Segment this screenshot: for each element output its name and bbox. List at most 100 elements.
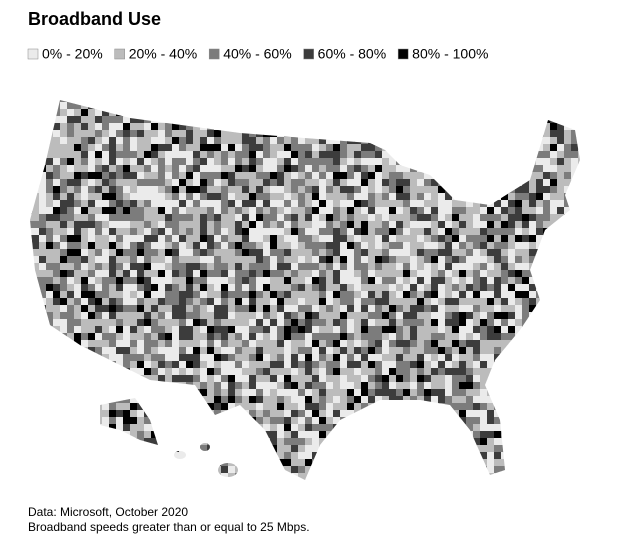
map-cell (347, 480, 354, 487)
map-cell (564, 109, 572, 117)
map-cell (60, 431, 68, 439)
map-cell (158, 354, 166, 362)
map-cell (312, 333, 320, 341)
map-cell (60, 228, 68, 236)
map-cell (410, 256, 418, 264)
map-cell (508, 123, 516, 131)
map-cell (81, 368, 89, 376)
map-cell (277, 431, 285, 439)
map-cell (88, 298, 96, 306)
map-cell (564, 389, 572, 397)
map-cell (81, 100, 89, 103)
map-cell (494, 445, 502, 453)
map-cell (536, 319, 544, 327)
map-cell (522, 270, 530, 278)
map-cell (326, 221, 334, 229)
map-cell (361, 221, 369, 229)
map-cell (438, 130, 446, 138)
map-cell (326, 445, 334, 453)
map-cell (74, 354, 82, 362)
map-cell (46, 130, 54, 138)
map-cell (284, 424, 292, 432)
map-cell (270, 480, 277, 487)
map-cell (46, 151, 54, 159)
map-cell (438, 382, 446, 390)
map-cell (529, 193, 537, 201)
map-cell (249, 172, 257, 180)
map-cell (32, 354, 40, 362)
map-cell (319, 452, 327, 460)
map-cell (123, 158, 131, 166)
map-cell (235, 298, 243, 306)
map-cell (417, 151, 425, 159)
map-cell (396, 284, 404, 292)
map-cell (263, 305, 271, 313)
map-cell (67, 193, 75, 201)
map-cell (172, 165, 180, 173)
map-cell (277, 424, 285, 432)
map-cell (81, 172, 89, 180)
map-cell (480, 242, 488, 250)
map-cell (410, 438, 418, 446)
map-cell (340, 396, 348, 404)
map-cell (585, 179, 592, 186)
map-cell (46, 452, 54, 460)
map-cell (270, 319, 278, 327)
map-cell (417, 403, 425, 411)
map-cell (473, 312, 481, 320)
map-cell (256, 445, 264, 453)
map-cell (130, 116, 138, 124)
map-cell (277, 242, 285, 250)
map-cell (508, 228, 516, 236)
map-cell (242, 214, 250, 222)
map-cell (340, 410, 348, 418)
map-cell (270, 214, 278, 222)
map-cell (130, 319, 138, 327)
map-cell (522, 263, 530, 271)
map-cell (109, 473, 117, 480)
map-cell (487, 347, 495, 355)
map-cell (207, 137, 215, 145)
map-cell (403, 172, 411, 180)
map-cell (375, 151, 383, 159)
map-cell (221, 424, 229, 432)
map-cell (284, 235, 292, 243)
map-cell (326, 277, 334, 285)
map-cell (95, 424, 103, 432)
map-cell (312, 277, 320, 285)
map-cell (410, 284, 418, 292)
map-cell (361, 403, 369, 411)
map-cell (46, 382, 54, 390)
map-cell (438, 249, 446, 257)
map-cell (375, 466, 383, 474)
map-cell (200, 165, 208, 173)
map-cell (88, 382, 96, 390)
map-cell (228, 382, 236, 390)
map-cell (193, 186, 201, 194)
map-cell (585, 340, 592, 347)
map-cell (361, 137, 369, 145)
map-cell (130, 340, 138, 348)
map-cell (228, 214, 236, 222)
map-cell (235, 459, 243, 467)
map-cell (242, 340, 250, 348)
map-cell (536, 277, 544, 285)
map-cell (536, 480, 543, 487)
map-cell (340, 347, 348, 355)
map-cell (585, 172, 592, 179)
map-cell (459, 242, 467, 250)
map-cell (81, 144, 89, 152)
map-cell (508, 368, 516, 376)
map-cell (361, 396, 369, 404)
map-cell (487, 431, 495, 439)
map-cell (564, 382, 572, 390)
map-cell (543, 305, 551, 313)
map-cell (494, 438, 502, 446)
map-cell (284, 193, 292, 201)
map-cell (480, 193, 488, 201)
map-cell (515, 256, 523, 264)
map-cell (81, 319, 89, 327)
map-cell (347, 410, 355, 418)
map-cell (298, 389, 306, 397)
map-cell (550, 200, 558, 208)
